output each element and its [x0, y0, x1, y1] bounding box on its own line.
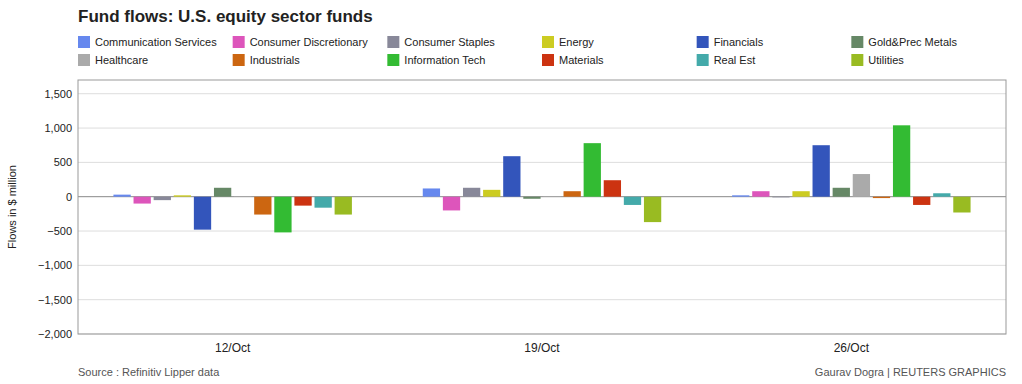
legend-label: Real Est: [714, 54, 756, 66]
grid: [78, 94, 1006, 334]
legend-label: Healthcare: [95, 54, 148, 66]
legend-label: Energy: [559, 36, 594, 48]
legend-label: Communication Services: [95, 36, 217, 48]
bars: [113, 125, 970, 232]
legend-label: Consumer Staples: [404, 36, 495, 48]
bar: [752, 191, 769, 196]
bar: [933, 193, 950, 196]
bar: [174, 195, 191, 196]
legend-swatch: [697, 54, 709, 66]
y-tick-label: −2,000: [38, 328, 72, 340]
bar: [423, 188, 440, 196]
chart: Fund flows: U.S. equity sector funds Comm…: [0, 0, 1022, 384]
legend-label: Industrials: [250, 54, 301, 66]
legend-swatch: [78, 36, 90, 48]
bar: [604, 180, 621, 196]
legend-swatch: [233, 36, 245, 48]
bar: [732, 195, 749, 196]
legend-swatch: [851, 54, 863, 66]
bar: [543, 196, 560, 198]
bar: [214, 188, 231, 197]
bar: [483, 190, 500, 197]
bar: [792, 191, 809, 196]
bar: [853, 174, 870, 197]
bar: [893, 125, 910, 196]
plot-frame: [78, 80, 1006, 334]
grid-line: [78, 299, 1006, 300]
bar: [772, 196, 789, 198]
x-tick-label: 12/Oct: [215, 341, 251, 355]
bar: [873, 197, 890, 198]
bar: [194, 197, 211, 230]
title: Fund flows: U.S. equity sector funds: [78, 7, 373, 26]
bar: [833, 188, 850, 197]
bar: [443, 197, 460, 211]
bar: [644, 197, 661, 222]
bar: [254, 197, 271, 215]
grid-line: [78, 128, 1006, 129]
bar: [913, 197, 930, 205]
legend-label: Consumer Discretionary: [250, 36, 368, 48]
legend-swatch: [233, 54, 245, 66]
bar: [154, 197, 171, 200]
bar: [234, 196, 251, 198]
bar: [813, 145, 830, 196]
grid-line: [78, 162, 1006, 163]
y-tick-label: 500: [54, 156, 72, 168]
bar: [274, 197, 291, 233]
annotation: Gaurav Dogra | REUTERS GRAPHICS: [815, 366, 1006, 378]
x-axis: 12/Oct 19/Oct 26/Oct: [215, 341, 870, 355]
legend-swatch: [542, 54, 554, 66]
legend-label: Information Tech: [404, 54, 485, 66]
legend-swatch: [697, 36, 709, 48]
bar: [624, 197, 641, 205]
annotation: Source : Refinitiv Lipper data: [78, 366, 220, 378]
bar: [503, 156, 520, 197]
legend-swatch: [851, 36, 863, 48]
y-tick-label: −500: [47, 225, 72, 237]
legend-label: Gold&Prec Metals: [868, 36, 957, 48]
grid-line: [78, 265, 1006, 266]
legend-swatch: [542, 36, 554, 48]
bar: [523, 197, 540, 199]
y-axis-label: Flows in $ million: [6, 165, 18, 249]
bar: [953, 197, 970, 213]
grid-line: [78, 93, 1006, 94]
legend-swatch: [387, 54, 399, 66]
bar: [335, 197, 352, 215]
legend: Communication Services Consumer Discretio…: [78, 36, 957, 66]
bar: [113, 195, 130, 197]
bar: [294, 197, 311, 206]
bar: [315, 197, 332, 208]
y-tick-label: 1,000: [44, 122, 72, 134]
bar: [134, 197, 151, 204]
legend-label: Utilities: [868, 54, 904, 66]
bar: [564, 191, 581, 196]
legend-label: Financials: [714, 36, 764, 48]
y-tick-label: −1,000: [38, 259, 72, 271]
grid-line: [78, 231, 1006, 232]
y-axis: −2,000 −1,500 −1,000 −500 0 500 1,000 1,500: [38, 88, 72, 340]
x-tick-label: 19/Oct: [524, 341, 560, 355]
legend-swatch: [78, 54, 90, 66]
legend-label: Materials: [559, 54, 604, 66]
legend-swatch: [387, 36, 399, 48]
y-tick-label: −1,500: [38, 294, 72, 306]
bar: [584, 143, 601, 197]
bar: [463, 188, 480, 197]
y-tick-label: 0: [66, 191, 72, 203]
y-tick-label: 1,500: [44, 88, 72, 100]
x-tick-label: 26/Oct: [834, 341, 870, 355]
